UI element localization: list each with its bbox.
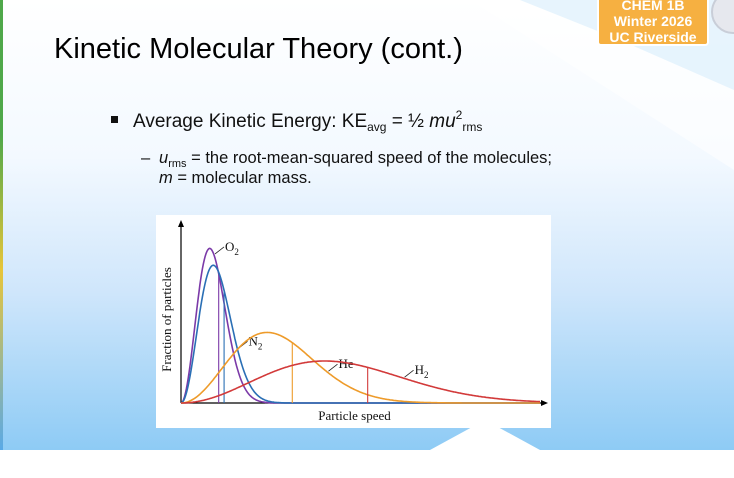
slide-canvas: CHEM 1B Winter 2026 UC Riverside Kinetic… xyxy=(0,0,734,450)
speed-distribution-chart: Particle speed Fraction of particles O2 N2 H… xyxy=(159,220,548,423)
sub-bullet-dash: – xyxy=(141,149,151,167)
slide-arrow-shape xyxy=(430,420,540,450)
series-label-n2: N2 xyxy=(249,333,263,351)
bullet-equals: = ½ xyxy=(386,111,430,132)
mu-variable: mu xyxy=(429,111,456,132)
sub-bullet-line-2: m = molecular mass. xyxy=(159,168,312,188)
series-label-o2: O2 xyxy=(225,239,239,257)
u-variable: u xyxy=(159,149,169,167)
left-accent-strip xyxy=(0,0,3,450)
series-line-h2 xyxy=(181,360,540,404)
slide-title: Kinetic Molecular Theory (cont.) xyxy=(54,33,463,65)
bullet-lead: Average Kinetic Energy: KE xyxy=(133,111,368,132)
square-bullet-icon xyxy=(111,116,118,123)
bullet-text: Average Kinetic Energy: KEavg = ½ mu2rms xyxy=(133,108,482,134)
badge-course: CHEM 1B xyxy=(621,0,685,13)
course-badge: CHEM 1B Winter 2026 UC Riverside xyxy=(597,0,709,46)
sub-bullet-line-1: urms = the root-mean-squared speed of th… xyxy=(159,148,552,174)
series-leader-h2 xyxy=(404,369,414,378)
urms-definition: = the root-mean-squared speed of the mol… xyxy=(186,149,553,167)
series-leader-o2 xyxy=(214,246,225,255)
series-line-he xyxy=(181,331,540,404)
u-subscript: rms xyxy=(168,158,187,170)
speed-distribution-figure: Particle speed Fraction of particles O2 N2 H… xyxy=(156,215,551,428)
series-label-h2: H2 xyxy=(415,362,429,380)
ke-subscript: avg xyxy=(367,120,387,134)
rms-subscript: rms xyxy=(462,120,483,134)
x-axis-arrow-icon xyxy=(541,400,548,406)
series-leader-he xyxy=(328,363,338,372)
bottom-margin xyxy=(0,450,734,478)
m-variable: m xyxy=(159,169,173,187)
series-label-he: He xyxy=(338,356,353,371)
badge-school: UC Riverside xyxy=(609,29,697,45)
square-exponent: 2 xyxy=(455,108,463,122)
series-line-o2 xyxy=(180,247,540,404)
series-line-n2 xyxy=(180,264,540,404)
y-axis-arrow-icon xyxy=(178,220,184,227)
y-axis-label: Fraction of particles xyxy=(159,267,174,372)
x-axis-label: Particle speed xyxy=(318,408,391,423)
badge-term: Winter 2026 xyxy=(613,13,693,29)
m-definition: = molecular mass. xyxy=(172,169,312,187)
